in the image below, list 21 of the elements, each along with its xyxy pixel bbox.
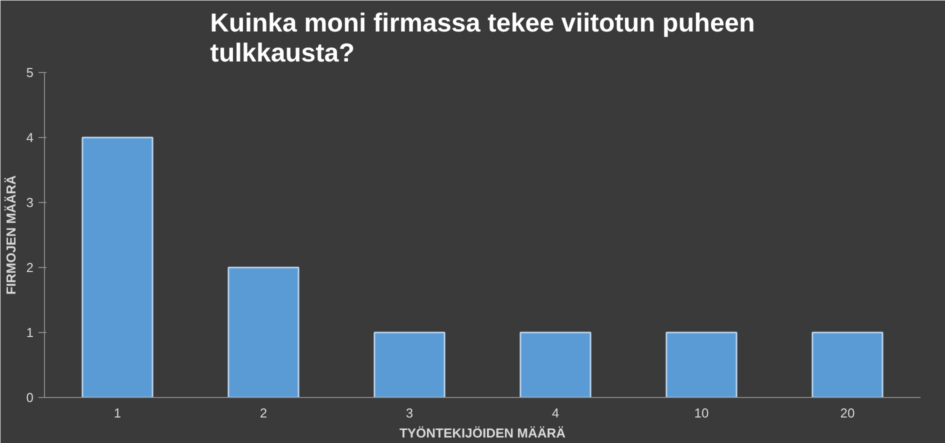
bar xyxy=(812,332,884,398)
y-tick-label: 2 xyxy=(26,260,34,275)
y-tick-label: 5 xyxy=(26,65,34,80)
y-tick-label: 4 xyxy=(26,130,34,145)
x-tick-label: 1 xyxy=(114,406,122,420)
bar xyxy=(374,332,446,398)
bar xyxy=(228,266,300,398)
x-tick-label: 3 xyxy=(406,406,414,420)
bar xyxy=(520,332,592,398)
x-tick-label: 4 xyxy=(552,406,560,420)
x-tick-label: 20 xyxy=(840,406,855,420)
x-axis-title: TYÖNTEKIJÖIDEN MÄÄRÄ xyxy=(399,426,566,440)
chart-title: Kuinka moni firmassa tekee viitotun puheen tulkkausta? xyxy=(210,8,755,68)
y-tick-label: 3 xyxy=(26,195,34,210)
bar xyxy=(82,136,154,398)
y-tick-label: 1 xyxy=(26,325,34,340)
y-axis-title: FIRMOJEN MÄÄRÄ xyxy=(3,174,18,295)
x-tick-label: 2 xyxy=(260,406,268,420)
bar xyxy=(666,332,738,398)
x-tick-label: 10 xyxy=(694,406,709,420)
y-tick-label: 0 xyxy=(26,390,34,405)
